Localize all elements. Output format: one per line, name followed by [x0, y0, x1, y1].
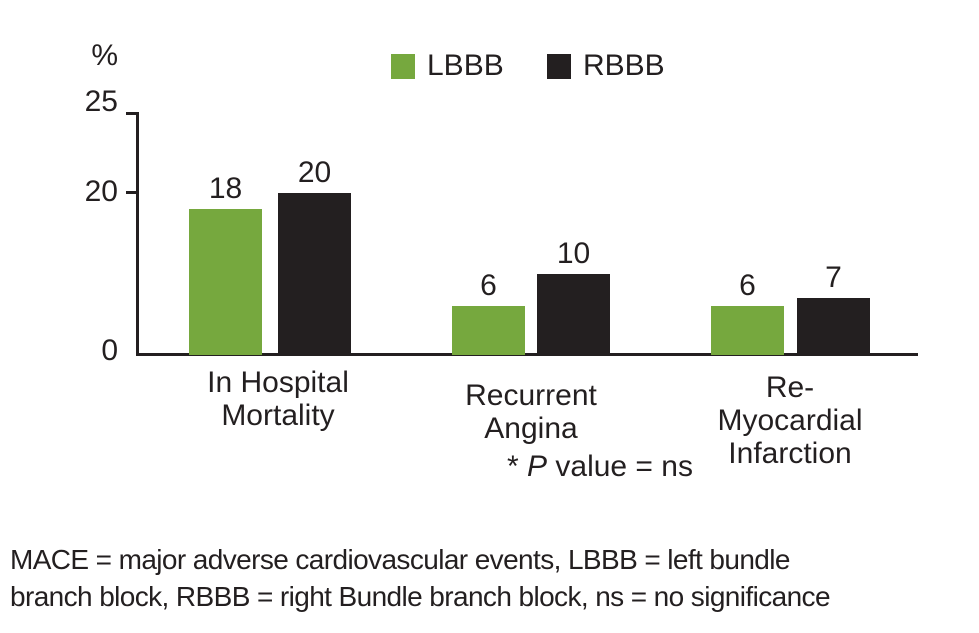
bar-value-label: 20 — [297, 156, 332, 189]
y-axis-line — [136, 112, 139, 355]
annotation-p: P — [527, 450, 548, 483]
bar-rect — [537, 274, 610, 355]
bar-value-label: 7 — [825, 261, 842, 294]
category-label-recurrent-angina: Recurrent Angina — [391, 379, 671, 445]
category-label-in-hospital-mortality: In Hospital Mortality — [138, 366, 418, 432]
bar-lbbb-re-myocardial-infarction: 6 — [711, 271, 784, 355]
bar-value-label: 18 — [208, 172, 243, 205]
bar-rbbb-recurrent-angina: 10 — [537, 239, 610, 355]
bar-rect — [711, 306, 784, 355]
annotation-prefix: * — [507, 450, 528, 483]
legend-item-rbbb: RBBB — [547, 51, 665, 81]
rbbb-swatch-icon — [547, 53, 571, 79]
annotation-suffix: value = ns — [547, 450, 693, 483]
category-line: In Hospital — [207, 366, 349, 399]
p-value-annotation: * P value = ns — [450, 451, 750, 483]
legend-label-lbbb: LBBB — [427, 49, 504, 82]
x-axis-line — [136, 353, 918, 356]
category-label-re-myocardial-infarction: Re- Myocardial Infarction — [650, 371, 930, 470]
bar-rbbb-in-hospital-mortality: 20 — [278, 158, 351, 355]
category-line: Myocardial — [717, 404, 863, 437]
y-axis-unit-label: % — [91, 39, 118, 72]
footnote-line-1: MACE = major adverse cardiovascular even… — [10, 544, 790, 575]
bar-rect — [189, 209, 262, 355]
bar-lbbb-recurrent-angina: 6 — [452, 271, 525, 355]
legend-label-rbbb: RBBB — [583, 49, 665, 82]
bar-rect — [452, 306, 525, 355]
bar-value-label: 10 — [556, 237, 591, 270]
lbbb-swatch-icon — [391, 53, 415, 79]
bar-value-label: 6 — [739, 269, 756, 302]
bar-rbbb-re-myocardial-infarction: 7 — [797, 263, 870, 355]
category-line: Infarction — [728, 437, 852, 470]
category-line: Mortality — [221, 399, 335, 432]
y-axis-tick-label-25: 25 — [84, 85, 118, 118]
y-axis-tick-20 — [126, 191, 138, 194]
bar-rect — [797, 298, 870, 355]
footnote-line-2: branch block, RBBB = right Bundle branch… — [10, 581, 831, 612]
bar-value-label: 6 — [480, 269, 497, 302]
y-axis-tick-label-0: 0 — [101, 334, 118, 367]
abbreviation-footnote: MACE = major adverse cardiovascular even… — [10, 541, 978, 615]
category-line: Recurrent — [465, 379, 597, 412]
y-axis-tick-label-20: 20 — [84, 175, 118, 208]
y-axis-tick-25 — [126, 112, 138, 115]
category-line: Re- — [765, 371, 815, 404]
category-line: Angina — [484, 412, 578, 445]
bar-rect — [278, 193, 351, 355]
legend-item-lbbb: LBBB — [391, 51, 504, 81]
bar-lbbb-in-hospital-mortality: 18 — [189, 174, 262, 355]
